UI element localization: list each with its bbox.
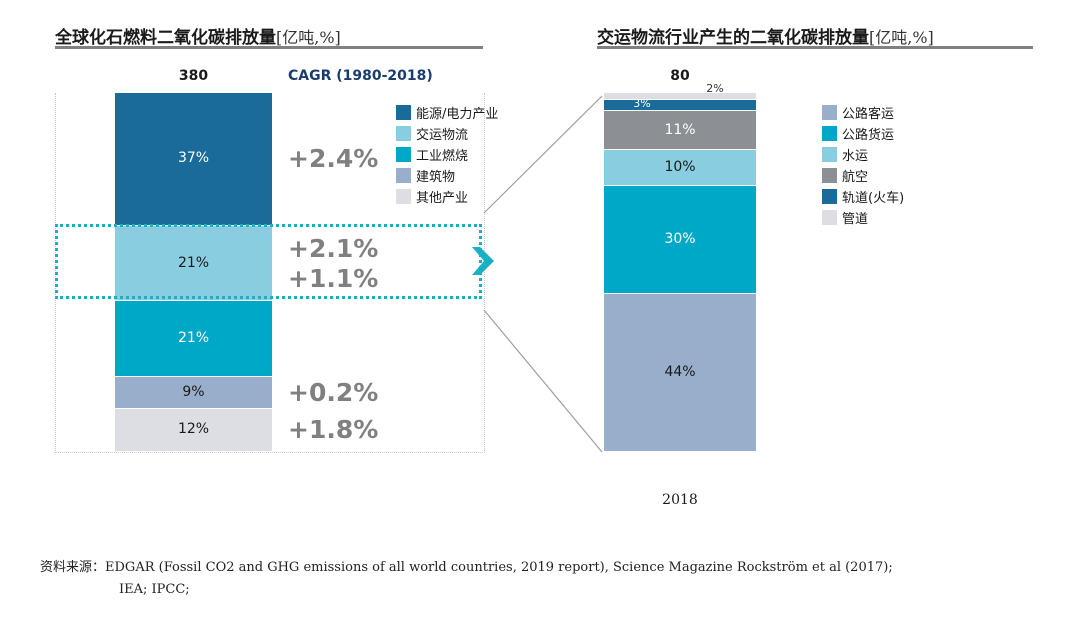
cagr-label-4: +1.8% [288, 415, 379, 445]
left-value-label-2: 21% [177, 329, 210, 346]
left-value-label-3: 9% [182, 383, 205, 400]
left-legend-label-2: 工业燃烧 [416, 149, 469, 164]
left-value-label-0: 37% [177, 150, 210, 167]
left-legend-item-4: 其他产业 [396, 186, 498, 207]
right-value-label-4: 30% [664, 231, 696, 248]
left-bar-segment-0 [115, 93, 272, 225]
right-value-label-0: 2% [706, 81, 724, 95]
right-bar-segment-2 [604, 110, 756, 150]
left-bar-segment-2 [115, 301, 272, 376]
left-chart-title: 全球化石燃料二氧化碳排放量[亿吨,%] [55, 28, 341, 48]
right-total-label: 80 [670, 68, 690, 84]
cagr-label-0: +2.4% [288, 144, 379, 174]
right-legend-item-5: 管道 [822, 207, 904, 228]
right-x-label: 2018 [662, 492, 698, 508]
right-bar-segment-4 [604, 186, 756, 294]
right-legend: 公路客运公路货运水运航空轨道(火车) 管道 [822, 102, 904, 228]
left-value-label-1: 21% [177, 254, 210, 271]
cagr-label-3: +0.2% [288, 377, 379, 407]
left-legend-swatch-4 [396, 189, 411, 204]
left-title-rule [55, 46, 483, 49]
highlight-box [55, 224, 482, 299]
right-legend-swatch-4 [822, 189, 837, 204]
left-legend-swatch-3 [396, 168, 411, 183]
right-legend-label-1: 公路货运 [842, 128, 895, 143]
left-legend-label-3: 建筑物 [416, 170, 456, 185]
arrow-icon [472, 247, 494, 275]
left-legend-item-1: 交运物流 [396, 123, 498, 144]
connector-top [483, 95, 603, 214]
left-legend-item-0: 能源/电力产业 [396, 102, 498, 123]
right-legend-label-3: 航空 [842, 170, 869, 185]
left-total-label: 380 [178, 68, 209, 84]
right-legend-item-3: 航空 [822, 165, 904, 186]
right-legend-swatch-3 [822, 168, 837, 183]
right-legend-label-0: 公路客运 [842, 107, 895, 122]
source-line-1: 资料来源：EDGAR (Fossil CO2 and GHG emissions… [40, 560, 893, 575]
right-value-label-5: 44% [664, 364, 696, 381]
right-bar-segment-1 [604, 100, 756, 110]
right-legend-label-4: 轨道(火车) [842, 191, 905, 206]
connector-bottom [483, 309, 603, 453]
left-legend-swatch-0 [396, 105, 411, 120]
left-legend-label-4: 其他产业 [416, 191, 469, 206]
right-legend-swatch-5 [822, 210, 837, 225]
right-legend-label-5: 管道 [842, 212, 869, 227]
right-legend-item-1: 公路货运 [822, 123, 904, 144]
left-legend-item-2: 工业燃烧 [396, 144, 498, 165]
left-legend: 能源/电力产业 交运物流工业燃烧建筑物其他产业 [396, 102, 498, 207]
right-legend-item-2: 水运 [822, 144, 904, 165]
left-legend-label-0: 能源/电力产业 [416, 107, 499, 122]
right-legend-swatch-2 [822, 147, 837, 162]
right-bar-segment-5 [604, 294, 756, 451]
right-legend-item-4: 轨道(火车) [822, 186, 904, 207]
right-value-label-2: 11% [664, 121, 696, 138]
left-bar-segment-1 [115, 225, 272, 301]
right-value-label-3: 10% [664, 159, 696, 176]
left-value-label-4: 12% [177, 421, 210, 438]
right-legend-item-0: 公路客运 [822, 102, 904, 123]
cagr-header: CAGR (1980-2018) [288, 68, 433, 84]
left-bar-segment-4 [115, 408, 272, 451]
source-line-2: IEA; IPCC; [119, 582, 190, 597]
right-legend-label-2: 水运 [842, 149, 869, 164]
left-legend-item-3: 建筑物 [396, 165, 498, 186]
left-legend-swatch-1 [396, 126, 411, 141]
right-title-rule [597, 46, 1033, 49]
right-value-label-1: 3% [633, 96, 651, 110]
right-legend-swatch-1 [822, 126, 837, 141]
right-bar-segment-0 [604, 93, 756, 100]
left-legend-swatch-2 [396, 147, 411, 162]
right-legend-swatch-0 [822, 105, 837, 120]
right-bar-segment-3 [604, 150, 756, 186]
cagr-label-1: +2.1% [288, 233, 379, 263]
right-chart-title: 交运物流行业产生的二氧化碳排放量[亿吨,%] [597, 28, 934, 48]
left-bar-segment-3 [115, 376, 272, 408]
cagr-label-2: +1.1% [288, 263, 379, 293]
left-legend-label-1: 交运物流 [416, 128, 469, 143]
